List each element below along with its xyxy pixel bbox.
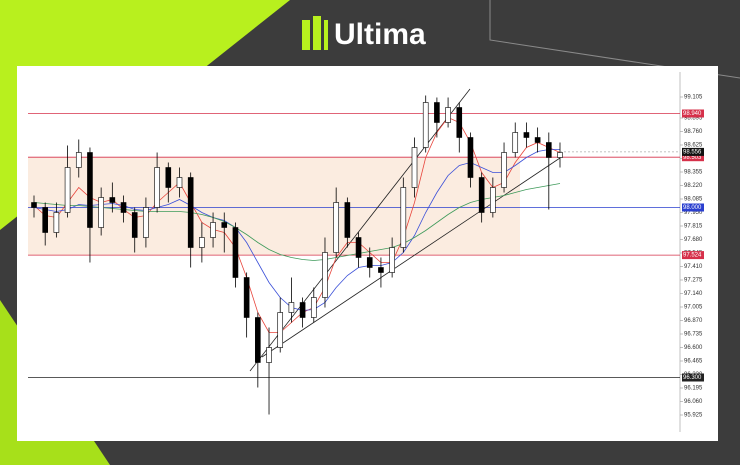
y-tick-label: 96.735 [684,332,703,338]
candle-body [98,197,104,228]
y-tick-label: 97.005 [684,305,703,311]
logo-icon [313,16,321,50]
candle-body [400,187,407,248]
y-tick-label: 97.950 [684,210,703,216]
candle-body [378,267,384,273]
logo-icon [324,20,328,50]
last-price-label: 98.556 [683,149,702,155]
candle-body [445,107,451,123]
candle-body [210,222,216,238]
candle-body [232,227,239,278]
y-tick-label: 96.060 [684,399,703,405]
candle-body [389,247,395,273]
trendline [261,157,561,358]
candle-body [355,237,362,258]
level-tag [682,373,704,382]
level-label: 98.503 [683,155,702,161]
trendline [249,88,471,372]
candle-body [176,177,183,188]
y-tick-label: 98.760 [684,129,703,135]
brand: Ultima [334,18,426,51]
candle-body [64,167,71,213]
y-tick-label: 96.465 [684,359,703,365]
candle-body [523,132,530,138]
level-label: 97.524 [683,253,702,259]
candle-body [31,202,37,208]
candle-body [534,137,541,143]
y-tick-label: 98.895 [684,116,703,122]
candle-body [456,107,463,138]
decor-line [489,0,740,79]
candle-body [165,167,172,188]
candle-body [434,102,440,123]
y-tick-label: 98.355 [684,170,703,176]
candle-body [467,137,474,178]
logo-icon [302,20,310,50]
candle-body [42,207,48,233]
y-tick-label: 97.275 [684,278,703,284]
candle-body [333,202,339,253]
level-label: 98.940 [683,111,702,117]
candle-body [546,142,552,158]
candle-body [512,132,519,153]
candle-body [310,297,317,318]
candle-body [501,152,507,188]
candle-body [366,257,373,268]
candle-body [478,177,485,213]
candle-body [422,102,429,148]
candle-body [120,202,127,213]
y-tick-label: 96.195 [684,386,703,392]
candle-body [154,167,160,208]
level-tag [682,109,704,118]
candle-body [288,302,295,313]
candle-body [255,317,261,363]
logo: Ultima [302,16,426,51]
candle-body [143,207,149,238]
level-tag [682,203,704,212]
candle-body [187,177,194,248]
y-tick-label: 99.105 [684,95,703,101]
y-tick-label: 96.870 [684,318,703,324]
last-price-tag [682,147,704,156]
y-tick-label: 97.140 [684,291,703,297]
candle-body [87,152,93,228]
y-tick-label: 98.220 [684,183,703,189]
candle-body [109,197,116,203]
level-tag [682,251,704,260]
candle-body [344,202,351,238]
plot: 99.10598.89598.76098.62598.49098.35598.2… [28,72,704,432]
candle-body [131,212,138,238]
y-tick-label: 98.625 [684,143,703,149]
level-tag [682,153,704,162]
candle-body [277,312,284,348]
candle-body [221,222,228,228]
candle-body [243,277,250,318]
candle-body [75,152,82,168]
candle-body [411,147,418,188]
y-tick-label: 97.680 [684,237,703,243]
candle-body [557,152,563,158]
candle-body [490,187,496,213]
candle-body [299,302,306,318]
level-label: 96.300 [683,375,702,381]
y-tick-label: 98.085 [684,197,703,203]
level-label: 98.000 [683,205,702,211]
y-tick-label: 97.815 [684,224,703,230]
y-tick-label: 95.925 [684,413,703,419]
y-tick-label: 96.600 [684,345,703,351]
zone [28,157,520,256]
candle-body [322,252,328,298]
candle-body [266,347,272,363]
candle-body [199,237,205,248]
candle-body [53,212,60,233]
y-tick-label: 97.410 [684,264,703,270]
